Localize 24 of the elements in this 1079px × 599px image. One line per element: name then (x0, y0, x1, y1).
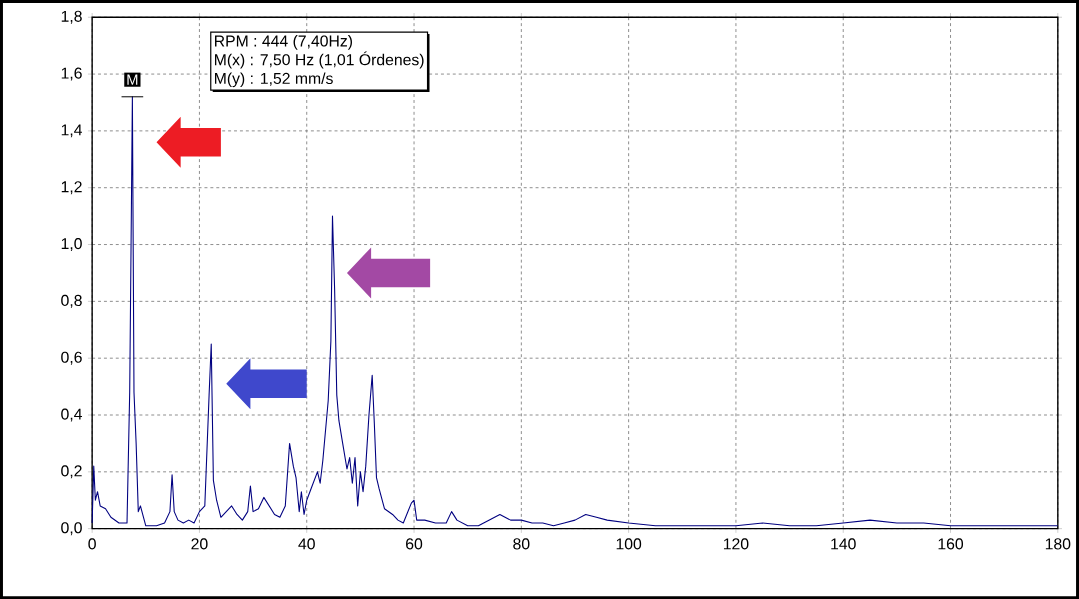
x-tick-label: 140 (831, 538, 856, 550)
x-tick-label: 100 (616, 538, 642, 550)
x-tick-label: 120 (723, 538, 749, 550)
annotation: M(x) : 7,50 Hz (1,01 Órdenes) (215, 51, 424, 69)
y-tick-label: 0,6 (61, 351, 82, 365)
annotation: RPM : 444 (7,40Hz) (215, 34, 353, 50)
x-tick-label: 20 (191, 538, 208, 550)
y-tick-label: 0,2 (61, 465, 82, 479)
y-tick-label: 1,6 (61, 67, 82, 81)
y-tick-label: 1,4 (61, 124, 83, 138)
y-tick-label: 0,0 (61, 522, 82, 536)
annotation: M(y) : 1,52 mm/s (215, 72, 333, 88)
x-tick-label: 40 (298, 538, 315, 550)
annotation: M (127, 74, 138, 85)
y-tick-label: 1,8 (61, 10, 82, 24)
x-tick-label: 60 (406, 538, 423, 550)
x-tick-label: 180 (1045, 538, 1071, 550)
y-tick-label: 0,8 (61, 294, 82, 308)
x-tick-label: 80 (513, 538, 530, 550)
y-tick-label: 0,4 (61, 408, 83, 422)
y-tick-label: 1,2 (61, 181, 82, 195)
x-tick-label: 0 (88, 538, 96, 550)
y-tick-label: 1,0 (61, 237, 82, 251)
x-tick-label: 160 (938, 538, 964, 550)
